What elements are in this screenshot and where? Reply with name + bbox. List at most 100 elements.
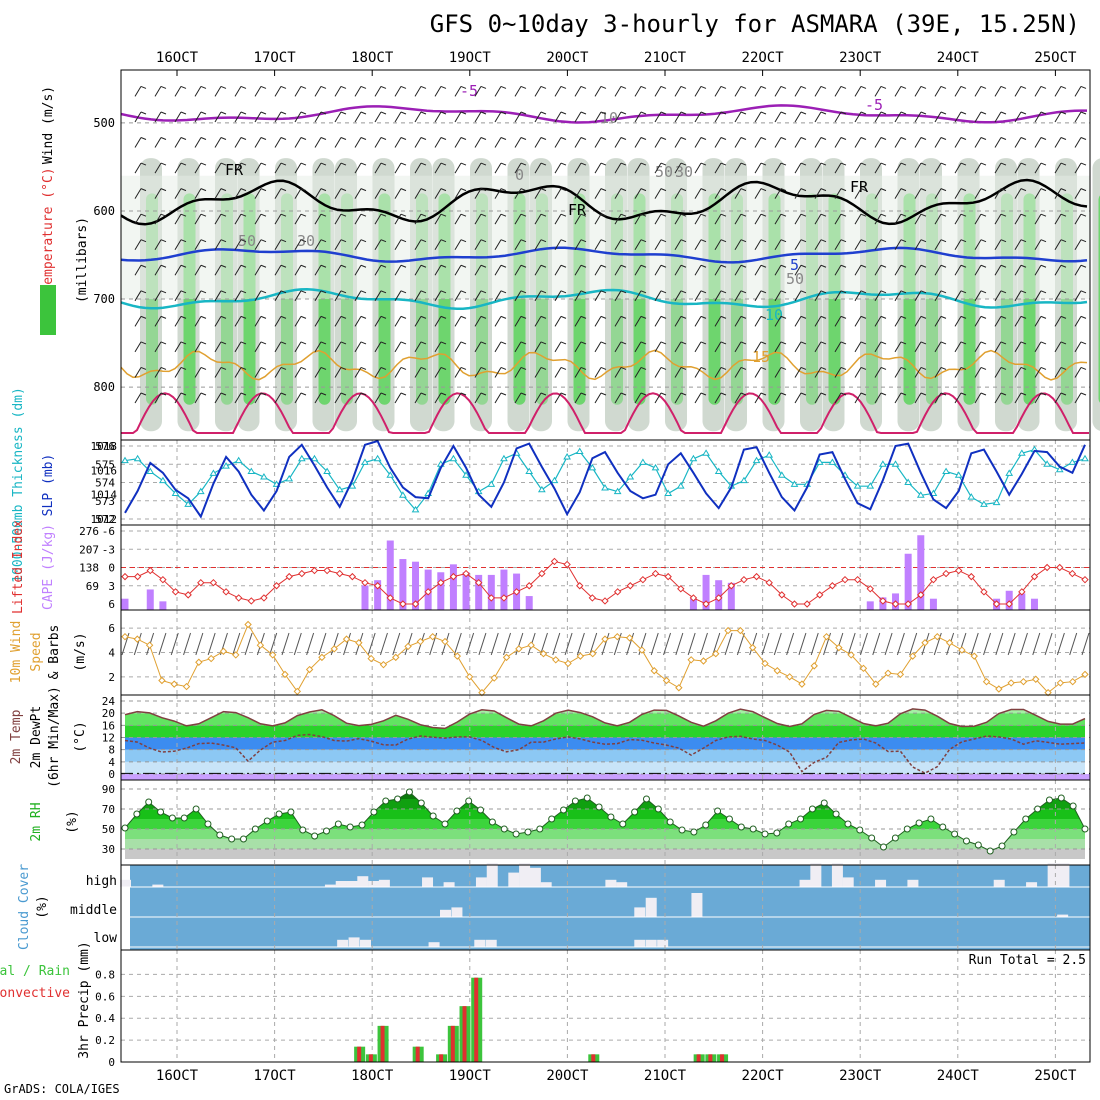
barb — [754, 316, 762, 327]
li-marker — [576, 582, 584, 590]
barb — [560, 137, 567, 140]
barb — [880, 85, 887, 89]
wind-marker — [416, 637, 425, 646]
wind-marker — [453, 652, 462, 660]
barb — [574, 367, 582, 378]
cloud-bar-low — [348, 937, 360, 947]
barb — [1020, 137, 1027, 140]
barb — [534, 239, 542, 250]
barb — [560, 111, 567, 115]
barb — [780, 213, 787, 217]
barb — [700, 341, 707, 345]
wind-marker — [847, 651, 855, 659]
barb — [500, 137, 507, 140]
wind-marker — [822, 632, 831, 641]
wind-barb-10m — [909, 632, 918, 656]
wind-barb-10m — [478, 632, 487, 656]
barb — [860, 162, 867, 166]
barb — [320, 137, 327, 140]
barb — [274, 213, 282, 225]
ytick-upper: 700 — [93, 292, 115, 306]
wind-marker — [601, 635, 609, 643]
barb — [320, 315, 327, 319]
barb — [454, 162, 462, 174]
precip-conv-bar — [357, 1046, 362, 1062]
barb — [1054, 111, 1062, 123]
barb — [1034, 392, 1042, 404]
wind-barb-10m — [970, 632, 979, 656]
barb — [574, 341, 582, 353]
barb — [434, 111, 442, 123]
barb — [800, 341, 807, 345]
barb — [1054, 137, 1062, 148]
barb — [740, 137, 747, 140]
barb — [620, 111, 627, 115]
barb — [414, 341, 422, 353]
barb — [994, 265, 1002, 276]
barb — [434, 265, 442, 276]
wind-marker — [355, 639, 363, 647]
barb — [834, 239, 842, 250]
barb — [274, 239, 282, 250]
barb — [194, 392, 202, 404]
barb — [934, 341, 942, 353]
barb — [174, 111, 182, 123]
barb — [1060, 162, 1067, 166]
barb — [234, 213, 242, 225]
xtick-bottom: 22OCT — [742, 1068, 785, 1084]
li-marker — [816, 591, 824, 599]
cape-bar — [500, 569, 508, 610]
barb — [414, 392, 422, 404]
barb — [494, 188, 502, 199]
thickness-marker — [777, 471, 786, 478]
barb — [1054, 239, 1062, 250]
cape-bar — [866, 601, 874, 610]
barb — [340, 162, 347, 166]
contour-label: -5 — [460, 82, 478, 100]
barb — [220, 264, 227, 268]
barb — [994, 316, 1002, 327]
barb — [294, 111, 302, 123]
barb — [680, 264, 687, 268]
li-marker — [664, 572, 672, 581]
barb — [734, 188, 742, 199]
barb — [414, 290, 422, 302]
barb — [734, 111, 742, 123]
barb — [934, 111, 942, 123]
ytick-rh: 70 — [102, 803, 115, 816]
barb — [954, 367, 962, 378]
barb — [494, 239, 502, 250]
barb — [580, 188, 587, 192]
barb — [714, 341, 722, 353]
barb — [694, 86, 702, 97]
barb — [754, 239, 762, 250]
barb — [594, 162, 602, 174]
barb — [580, 264, 587, 268]
barb — [160, 290, 167, 294]
wind-barb-10m — [552, 632, 561, 656]
barb — [300, 239, 307, 243]
barb — [580, 366, 587, 370]
barb — [700, 85, 707, 89]
barb — [820, 290, 827, 294]
barb — [860, 188, 867, 192]
barb — [460, 137, 467, 140]
barb — [554, 290, 562, 302]
barb — [380, 137, 387, 140]
barb — [174, 290, 182, 302]
barb — [654, 162, 662, 174]
barb — [540, 213, 547, 217]
barb — [194, 86, 202, 97]
barb — [820, 85, 827, 89]
xtick-bottom: 17OCT — [254, 1068, 297, 1084]
cloud-bar-high — [486, 863, 498, 887]
wind-marker — [785, 673, 794, 681]
barb — [314, 188, 322, 199]
barb — [194, 111, 202, 123]
barb — [354, 162, 362, 174]
barb — [760, 137, 767, 140]
barb — [694, 162, 702, 174]
barb — [974, 316, 982, 327]
barb — [894, 265, 902, 276]
barb — [334, 392, 342, 404]
